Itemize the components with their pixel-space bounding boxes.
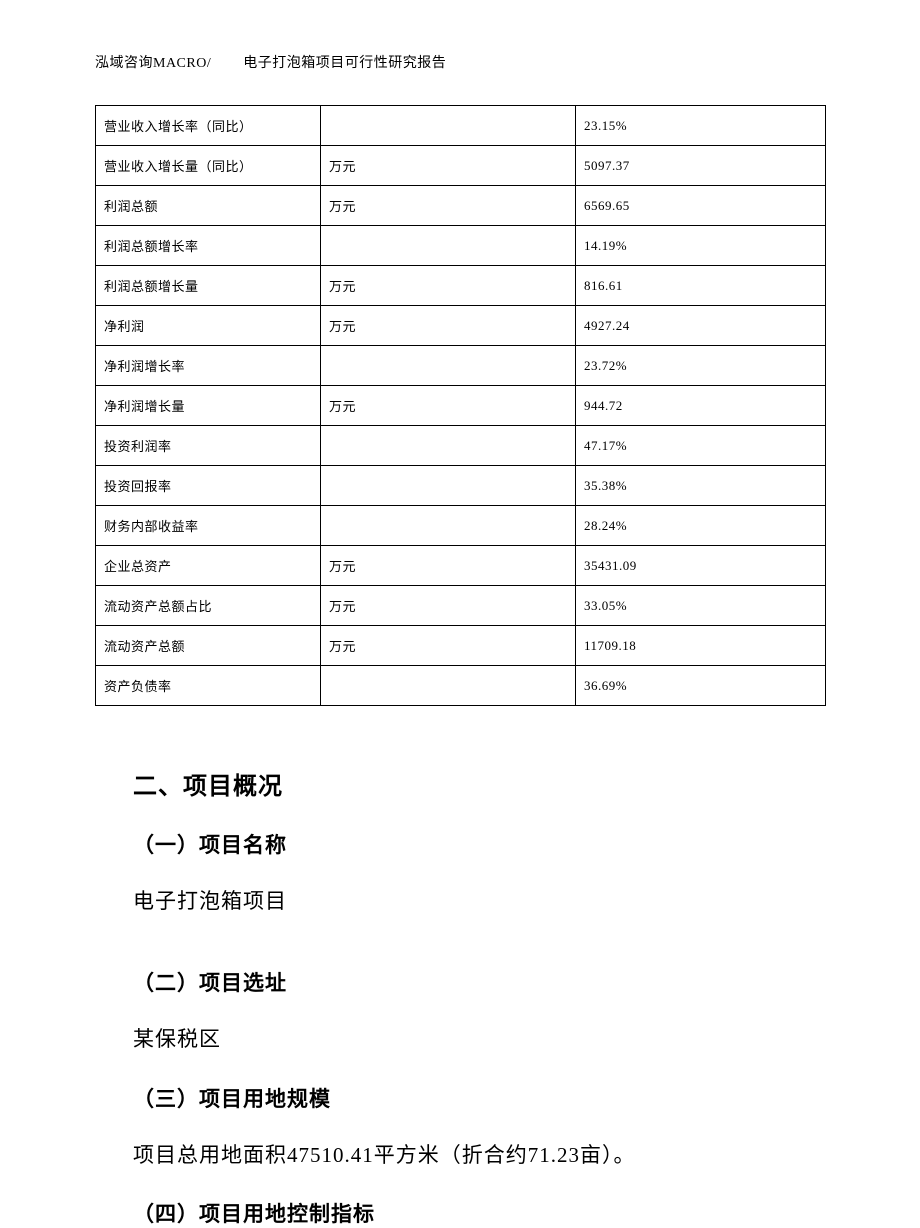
table-row: 流动资产总额占比万元33.05%	[96, 586, 826, 626]
indicator-name-cell: 利润总额	[96, 186, 321, 226]
section-heading: 二、项目概况	[133, 766, 793, 801]
subsection-1-text: 电子打泡箱项目	[95, 883, 793, 921]
table-row: 利润总额增长率 14.19%	[96, 226, 826, 266]
subsection-3-heading: （三）项目用地规模	[133, 1083, 793, 1113]
indicator-unit-cell: 万元	[321, 626, 576, 666]
indicator-unit-cell: 万元	[321, 386, 576, 426]
table-row: 投资回报率 35.38%	[96, 466, 826, 506]
subsection-1-heading: （一）项目名称	[133, 829, 793, 859]
indicator-unit-cell: 万元	[321, 306, 576, 346]
indicator-name-cell: 营业收入增长量（同比）	[96, 146, 321, 186]
header-report-title: 电子打泡箱项目可行性研究报告	[243, 56, 446, 71]
indicator-value-cell: 35431.09	[576, 546, 826, 586]
indicator-unit-cell	[321, 666, 576, 706]
indicator-value-cell: 47.17%	[576, 426, 826, 466]
indicator-unit-cell: 万元	[321, 266, 576, 306]
indicator-value-cell: 36.69%	[576, 666, 826, 706]
indicator-value-cell: 4927.24	[576, 306, 826, 346]
indicator-name-cell: 流动资产总额占比	[96, 586, 321, 626]
table-row: 营业收入增长量（同比）万元5097.37	[96, 146, 826, 186]
indicator-value-cell: 944.72	[576, 386, 826, 426]
subsection-4-heading: （四）项目用地控制指标	[133, 1198, 793, 1228]
page-header: 泓域咨询MACRO/ 电子打泡箱项目可行性研究报告	[95, 52, 446, 72]
document-page: 泓域咨询MACRO/ 电子打泡箱项目可行性研究报告 营业收入增长率（同比） 23.…	[0, 0, 920, 1191]
indicator-unit-cell: 万元	[321, 146, 576, 186]
table-body: 营业收入增长率（同比）23.15%营业收入增长量（同比）万元5097.37利润总…	[96, 106, 826, 706]
indicator-unit-cell	[321, 106, 576, 146]
indicator-unit-cell: 万元	[321, 586, 576, 626]
table-row: 营业收入增长率（同比） 23.15%	[96, 106, 826, 146]
indicator-name-cell: 投资回报率	[96, 466, 321, 506]
table-row: 流动资产总额万元11709.18	[96, 626, 826, 666]
indicator-unit-cell	[321, 466, 576, 506]
indicator-name-cell: 营业收入增长率（同比）	[96, 106, 321, 146]
indicator-value-cell: 11709.18	[576, 626, 826, 666]
indicator-name-cell: 利润总额增长量	[96, 266, 321, 306]
header-company: 泓域咨询MACRO/	[95, 56, 211, 71]
indicator-name-cell: 资产负债率	[96, 666, 321, 706]
table-row: 投资利润率 47.17%	[96, 426, 826, 466]
indicator-name-cell: 流动资产总额	[96, 626, 321, 666]
page-content: 营业收入增长率（同比）23.15%营业收入增长量（同比）万元5097.37利润总…	[95, 105, 825, 1228]
table-row: 企业总资产万元35431.09	[96, 546, 826, 586]
indicator-value-cell: 5097.37	[576, 146, 826, 186]
indicator-name-cell: 投资利润率	[96, 426, 321, 466]
table-row: 资产负债率 36.69%	[96, 666, 826, 706]
table-row: 净利润增长率 23.72%	[96, 346, 826, 386]
indicator-name-cell: 净利润	[96, 306, 321, 346]
table-row: 财务内部收益率 28.24%	[96, 506, 826, 546]
indicator-name-cell: 企业总资产	[96, 546, 321, 586]
subsection-3-text: 项目总用地面积47510.41平方米（折合约71.23亩）。	[95, 1137, 793, 1175]
indicator-value-cell: 14.19%	[576, 226, 826, 266]
subsection-2-heading: （二）项目选址	[133, 967, 793, 997]
indicator-value-cell: 816.61	[576, 266, 826, 306]
indicator-value-cell: 23.72%	[576, 346, 826, 386]
indicator-name-cell: 利润总额增长率	[96, 226, 321, 266]
indicator-unit-cell: 万元	[321, 186, 576, 226]
subsection-2-text: 某保税区	[95, 1021, 793, 1059]
body-text-section: 二、项目概况 （一）项目名称 电子打泡箱项目 （二）项目选址 某保税区 （三）项…	[95, 766, 793, 1228]
indicator-value-cell: 6569.65	[576, 186, 826, 226]
indicator-name-cell: 财务内部收益率	[96, 506, 321, 546]
table-row: 利润总额增长量万元816.61	[96, 266, 826, 306]
table-row: 利润总额万元6569.65	[96, 186, 826, 226]
indicator-name-cell: 净利润增长量	[96, 386, 321, 426]
table-row: 净利润增长量万元944.72	[96, 386, 826, 426]
indicator-unit-cell	[321, 426, 576, 466]
indicator-unit-cell: 万元	[321, 546, 576, 586]
financial-indicators-table: 营业收入增长率（同比）23.15%营业收入增长量（同比）万元5097.37利润总…	[95, 105, 826, 706]
indicator-unit-cell	[321, 226, 576, 266]
indicator-name-cell: 净利润增长率	[96, 346, 321, 386]
indicator-value-cell: 28.24%	[576, 506, 826, 546]
indicator-unit-cell	[321, 346, 576, 386]
indicator-value-cell: 23.15%	[576, 106, 826, 146]
indicator-value-cell: 35.38%	[576, 466, 826, 506]
indicator-value-cell: 33.05%	[576, 586, 826, 626]
table-row: 净利润万元4927.24	[96, 306, 826, 346]
indicator-unit-cell	[321, 506, 576, 546]
